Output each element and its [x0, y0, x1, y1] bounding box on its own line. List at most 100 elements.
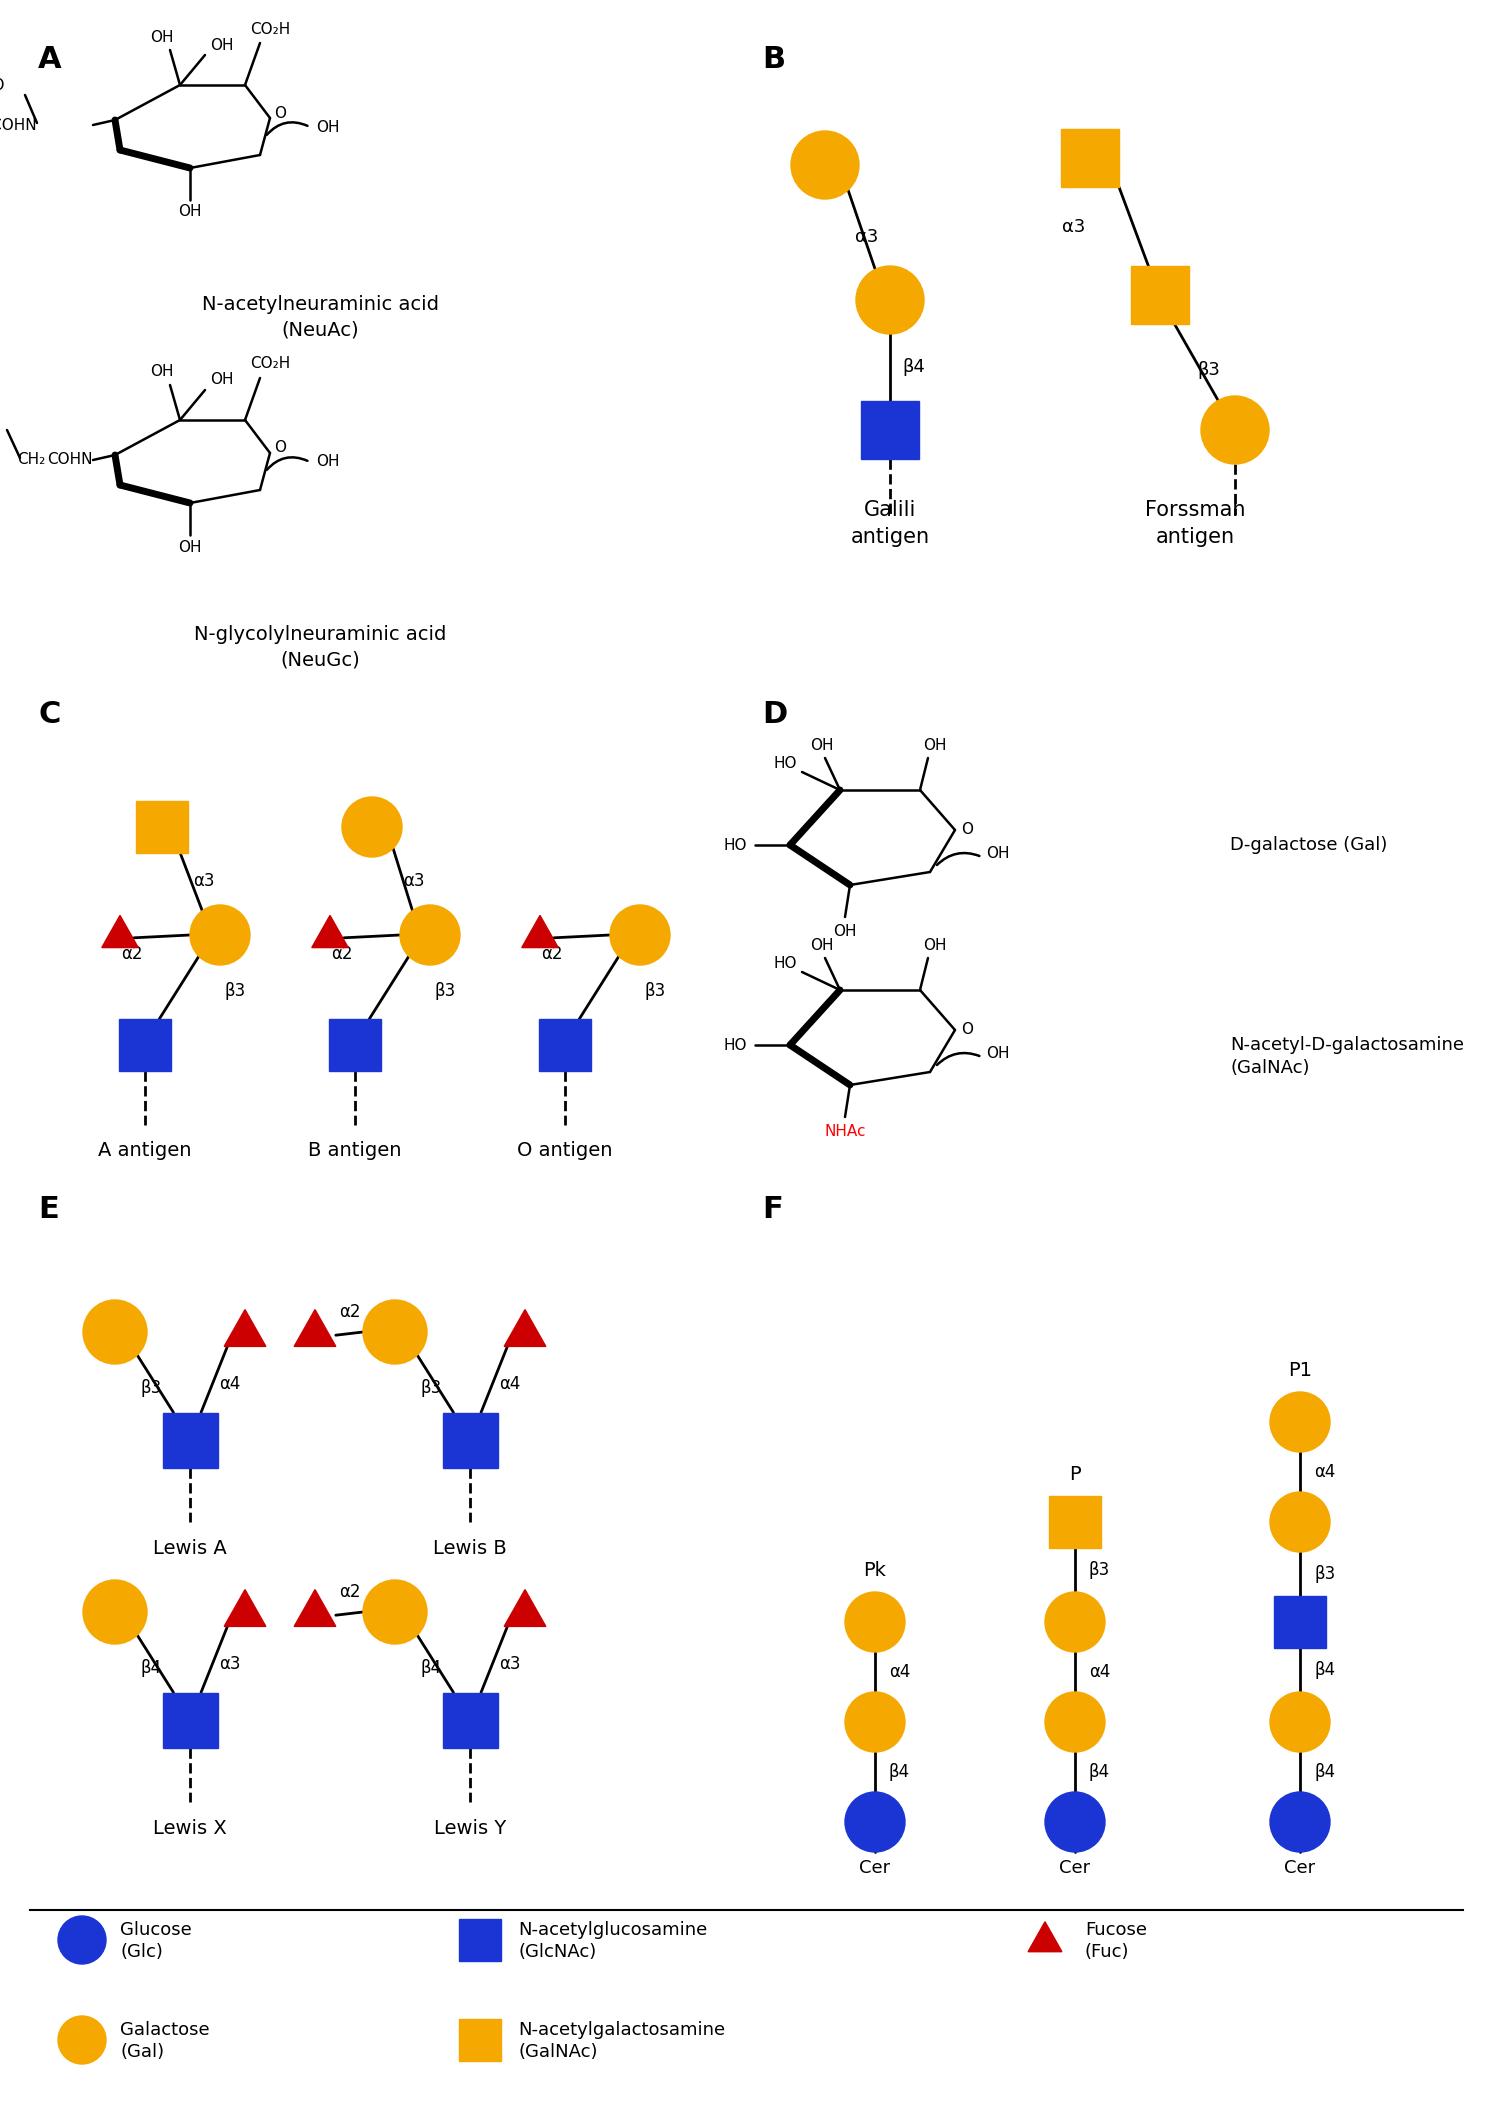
Circle shape	[342, 796, 402, 857]
Text: HO: HO	[723, 1037, 746, 1052]
Text: F: F	[761, 1194, 782, 1224]
Polygon shape	[102, 915, 139, 948]
Text: OH: OH	[178, 205, 202, 220]
Text: α4: α4	[1088, 1664, 1111, 1681]
Bar	[1062, 129, 1118, 186]
Bar	[861, 400, 920, 459]
Circle shape	[1200, 396, 1269, 464]
Text: N-glycolylneuraminic acid: N-glycolylneuraminic acid	[194, 625, 446, 644]
Text: O: O	[275, 106, 287, 121]
Text: α3: α3	[500, 1655, 521, 1672]
Text: N-acetylglucosamine: N-acetylglucosamine	[518, 1920, 708, 1939]
Text: β3: β3	[1088, 1560, 1111, 1579]
Polygon shape	[521, 915, 558, 948]
Text: E: E	[37, 1194, 58, 1224]
Text: Lewis X: Lewis X	[154, 1819, 227, 1838]
Text: OH: OH	[211, 38, 234, 53]
Text: Lewis A: Lewis A	[154, 1539, 227, 1558]
Bar	[442, 1412, 497, 1467]
Text: OH: OH	[811, 739, 833, 754]
Circle shape	[1271, 1393, 1330, 1452]
Text: β3: β3	[224, 982, 245, 1001]
Text: OH: OH	[151, 30, 173, 44]
Text: OH: OH	[151, 364, 173, 379]
Bar	[328, 1018, 381, 1071]
Bar	[119, 1018, 172, 1071]
Bar	[1050, 1497, 1100, 1548]
Text: OH: OH	[987, 847, 1009, 862]
Polygon shape	[505, 1590, 546, 1626]
Polygon shape	[505, 1310, 546, 1346]
Circle shape	[791, 131, 858, 199]
Circle shape	[855, 267, 924, 334]
Text: OH: OH	[317, 119, 340, 135]
Text: HO: HO	[723, 838, 746, 853]
Text: (NeuAc): (NeuAc)	[281, 320, 358, 339]
Text: Lewis B: Lewis B	[433, 1539, 508, 1558]
Text: CO₂H: CO₂H	[249, 21, 290, 36]
Text: (GalNAc): (GalNAc)	[518, 2043, 597, 2062]
Text: β3: β3	[140, 1378, 163, 1397]
Text: OH: OH	[811, 938, 833, 953]
Text: Cer: Cer	[860, 1859, 890, 1878]
Text: N-acetyl-D-galactosamine: N-acetyl-D-galactosamine	[1230, 1035, 1465, 1054]
Text: Lewis Y: Lewis Y	[434, 1819, 506, 1838]
Text: OH: OH	[923, 938, 947, 953]
Text: HO: HO	[773, 756, 797, 771]
Text: OH: OH	[317, 455, 340, 470]
Text: HO: HO	[0, 78, 4, 93]
Text: B antigen: B antigen	[308, 1141, 402, 1160]
Text: β3: β3	[421, 1378, 442, 1397]
Text: Cer: Cer	[1284, 1859, 1315, 1878]
Polygon shape	[224, 1310, 266, 1346]
Text: N-acetylgalactosamine: N-acetylgalactosamine	[518, 2022, 726, 2039]
Text: β4: β4	[421, 1658, 442, 1677]
Circle shape	[363, 1300, 427, 1363]
Text: (NeuGc): (NeuGc)	[281, 650, 360, 669]
Text: OH: OH	[987, 1046, 1009, 1061]
Polygon shape	[224, 1590, 266, 1626]
Text: α3: α3	[403, 872, 424, 891]
Text: (Fuc): (Fuc)	[1085, 1943, 1130, 1960]
Text: Galili: Galili	[864, 500, 917, 521]
Circle shape	[190, 904, 249, 965]
Circle shape	[611, 904, 670, 965]
Text: α2: α2	[339, 1302, 360, 1321]
Text: β3: β3	[434, 982, 455, 1001]
Circle shape	[1271, 1791, 1330, 1852]
Text: β3: β3	[643, 982, 666, 1001]
Bar	[539, 1018, 591, 1071]
Text: (Gal): (Gal)	[119, 2043, 164, 2062]
Text: Glucose: Glucose	[119, 1920, 191, 1939]
Text: α3: α3	[219, 1655, 240, 1672]
Bar	[1132, 267, 1188, 324]
Text: CO₂H: CO₂H	[249, 356, 290, 370]
Bar	[136, 800, 188, 853]
Text: β4: β4	[1088, 1763, 1111, 1780]
Text: B: B	[761, 44, 785, 74]
Text: α2: α2	[121, 944, 143, 963]
Circle shape	[84, 1579, 146, 1645]
Text: HO: HO	[773, 957, 797, 972]
Text: CH₃COHN: CH₃COHN	[0, 119, 37, 133]
Text: β4: β4	[140, 1658, 161, 1677]
Text: D: D	[761, 701, 787, 728]
Text: β4: β4	[902, 358, 924, 377]
Text: α4: α4	[219, 1376, 240, 1393]
Text: β4: β4	[888, 1763, 911, 1780]
Text: OH: OH	[178, 540, 202, 555]
Text: O: O	[961, 1023, 973, 1037]
Circle shape	[400, 904, 460, 965]
Text: P: P	[1069, 1465, 1081, 1484]
Text: A: A	[37, 44, 61, 74]
Circle shape	[1045, 1691, 1105, 1753]
Text: OH: OH	[923, 739, 947, 754]
Text: α2: α2	[331, 944, 352, 963]
Circle shape	[1271, 1691, 1330, 1753]
Text: CH₂: CH₂	[16, 453, 45, 468]
Text: antigen: antigen	[1156, 527, 1235, 546]
Circle shape	[363, 1579, 427, 1645]
Bar	[163, 1691, 218, 1747]
Circle shape	[845, 1691, 905, 1753]
Text: β3: β3	[1197, 362, 1220, 379]
